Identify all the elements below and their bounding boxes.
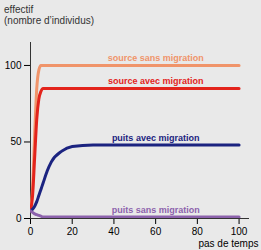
svg-text:0: 0 <box>28 226 34 237</box>
svg-text:source avec migration: source avec migration <box>108 76 204 86</box>
svg-text:50: 50 <box>10 136 22 147</box>
svg-text:0: 0 <box>16 213 22 224</box>
svg-text:80: 80 <box>192 226 204 237</box>
svg-text:100: 100 <box>231 226 248 237</box>
html-text:effectif (nombre d’individus): effectif (nombre d’individus) <box>4 4 94 26</box>
svg-text:pas de temps: pas de temps <box>198 238 258 249</box>
svg-text:20: 20 <box>67 226 79 237</box>
svg-text:100: 100 <box>5 60 22 71</box>
svg-text:puits avec migration: puits avec migration <box>112 133 200 143</box>
svg-text:puits sans migration: puits sans migration <box>112 205 200 215</box>
svg-text:40: 40 <box>108 226 120 237</box>
svg-text:60: 60 <box>150 226 162 237</box>
svg-text:source sans migration: source sans migration <box>108 53 204 63</box>
